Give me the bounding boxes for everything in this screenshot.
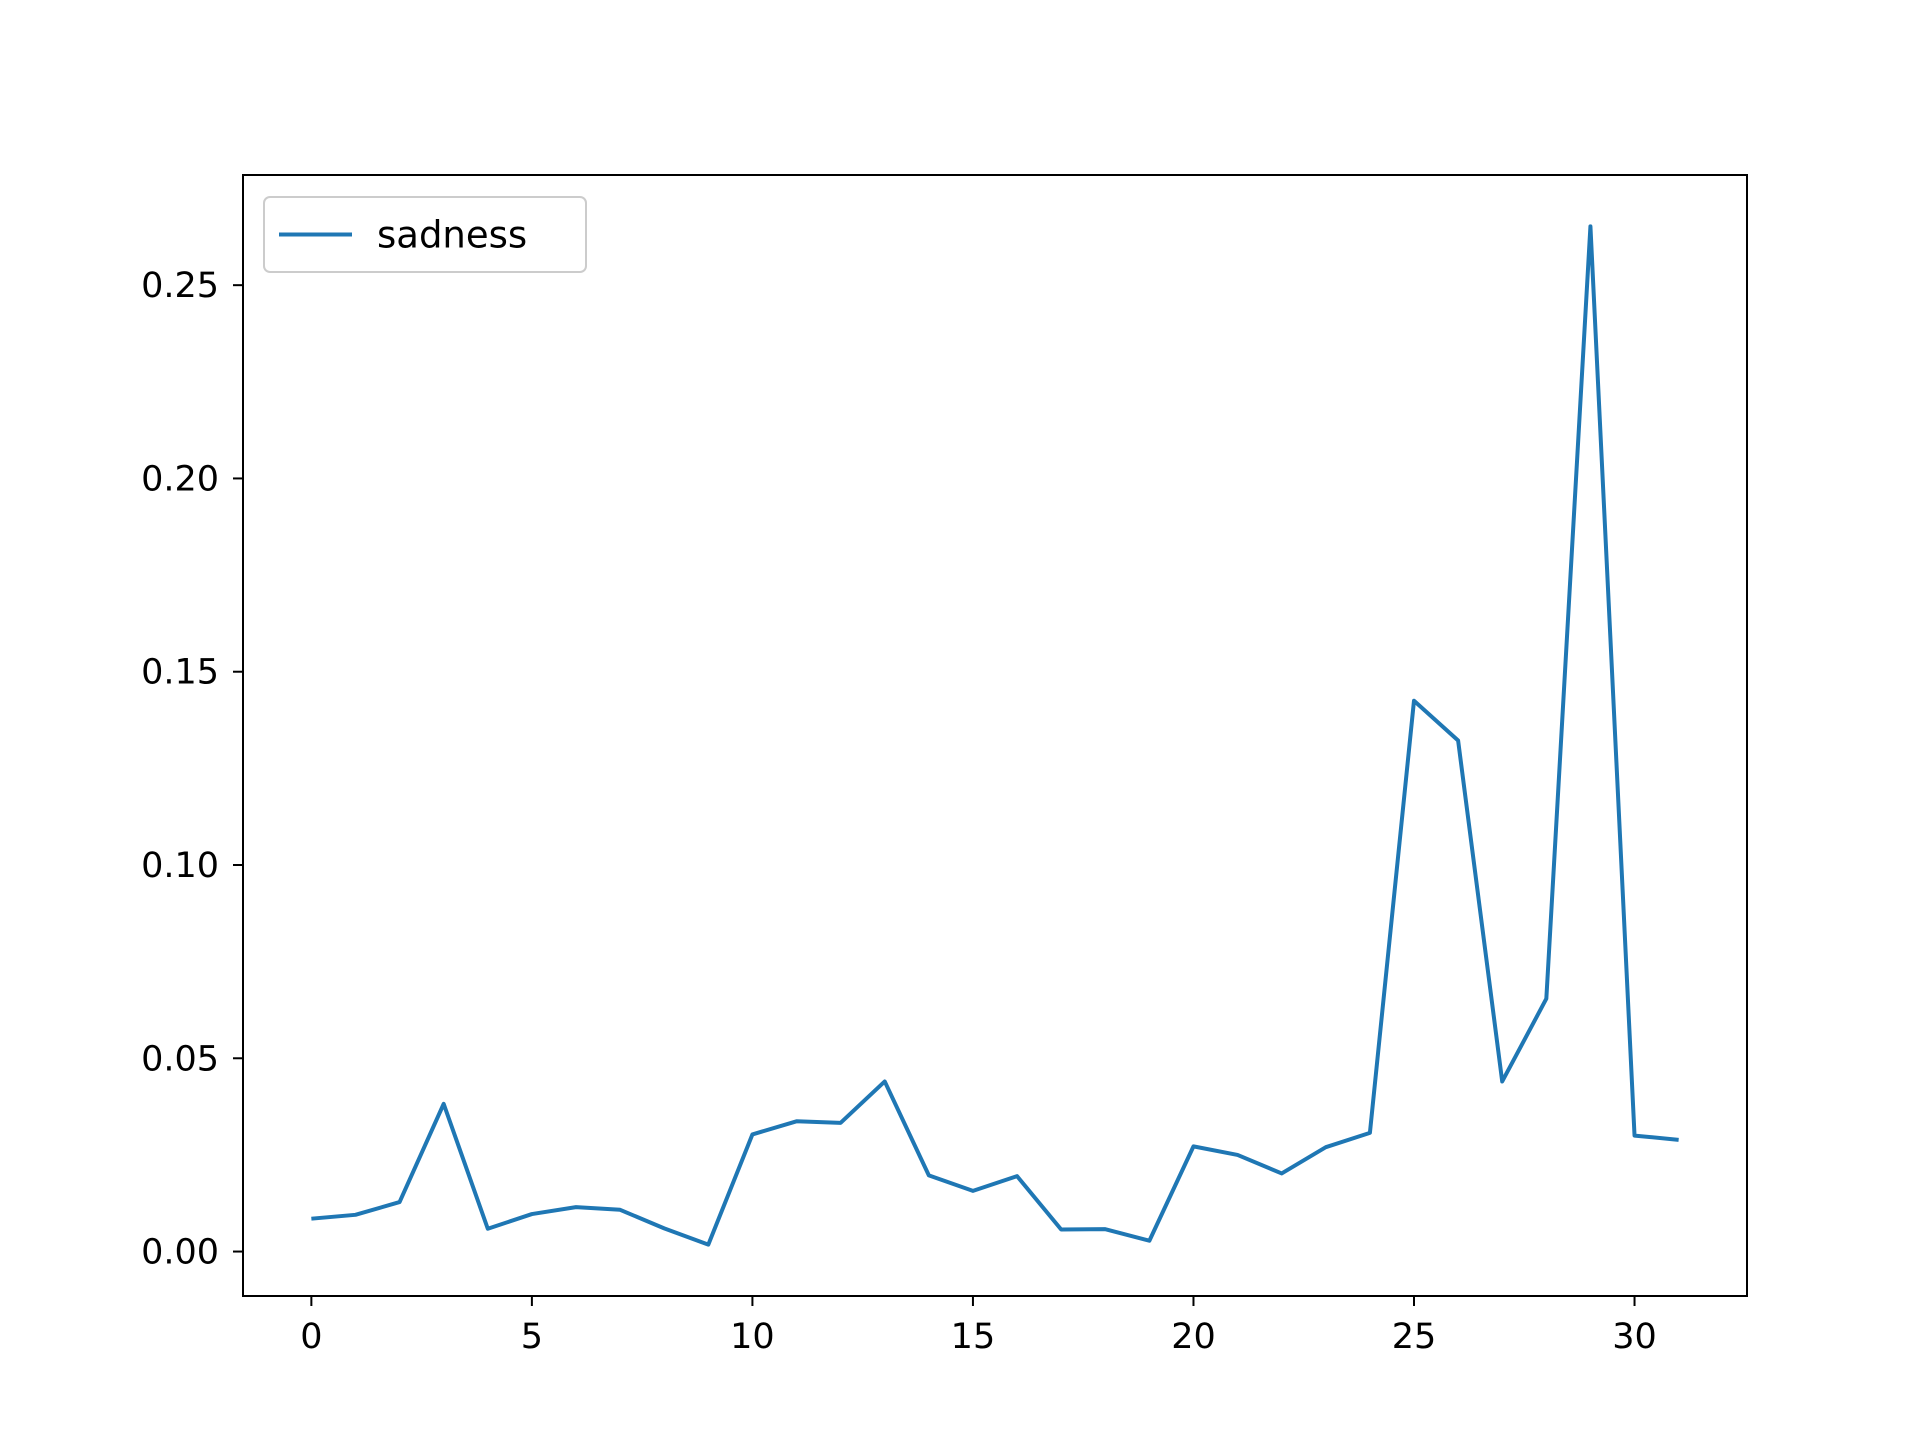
series-layer — [311, 224, 1679, 1247]
x-tick-label: 30 — [1612, 1317, 1657, 1357]
x-tick-label: 25 — [1392, 1317, 1437, 1357]
x-tick-label: 20 — [1171, 1317, 1216, 1357]
y-tick-label: 0.20 — [141, 459, 219, 499]
y-axis: 0.00 0.05 0.10 0.15 0.20 0.25 — [141, 266, 243, 1273]
y-tick-label: 0.25 — [141, 266, 219, 306]
x-tick-label: 0 — [300, 1317, 322, 1357]
y-tick-label: 0.05 — [141, 1039, 219, 1079]
axes-frame — [242, 174, 1748, 1297]
y-tick-label: 0.10 — [141, 846, 219, 886]
x-tick-label: 10 — [730, 1317, 775, 1357]
series-line-sadness — [311, 224, 1679, 1247]
x-tick-label: 5 — [521, 1317, 543, 1357]
legend-label: sadness — [377, 214, 527, 257]
y-tick-label: 0.00 — [141, 1233, 219, 1273]
legend-box — [263, 196, 587, 273]
x-axis: 0 5 10 15 20 25 30 — [300, 1296, 1657, 1357]
legend: sadness — [263, 196, 587, 273]
x-tick-label: 15 — [951, 1317, 996, 1357]
y-tick-label: 0.15 — [141, 653, 219, 693]
